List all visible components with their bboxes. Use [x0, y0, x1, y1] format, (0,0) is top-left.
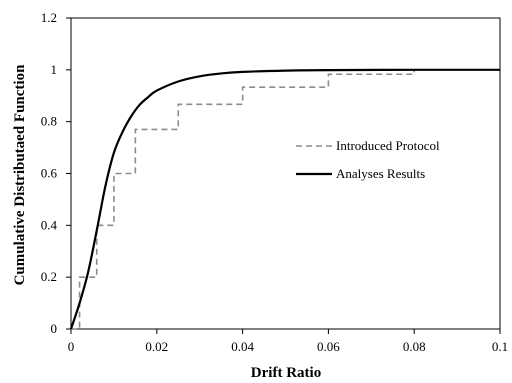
series-line-introduced-protocol — [71, 69, 415, 330]
legend: Introduced Protocol Analyses Results — [296, 138, 440, 181]
x-axis-title: Drift Ratio — [251, 365, 321, 381]
plot-area — [70, 17, 501, 330]
legend-label: Introduced Protocol — [336, 138, 440, 153]
y-axis-title: Cumulative Distributaed Function — [12, 64, 28, 286]
legend-label: Analyses Results — [336, 166, 425, 181]
y-tick-label: 1 — [51, 62, 58, 77]
y-tick-label: 0.4 — [41, 217, 58, 232]
x-tick-label: 0.1 — [492, 339, 508, 354]
x-tick-label: 0.08 — [403, 339, 426, 354]
series-line-analyses-results — [69, 68, 501, 330]
x-tick-label: 0.04 — [231, 339, 254, 354]
y-tick-label: 0.6 — [41, 166, 58, 181]
y-tick-label: 1.2 — [41, 10, 57, 25]
y-tick-label: 0.8 — [41, 114, 57, 129]
axis-ticks: 0 0.02 0.04 0.06 0.08 0.1 0 0.2 0.4 0.6 0.8 1 1.2 — [41, 10, 508, 354]
plot-border — [70, 17, 501, 330]
y-tick-label: 0.2 — [41, 269, 57, 284]
x-tick-label: 0.06 — [317, 339, 340, 354]
x-tick-label: 0.02 — [145, 339, 168, 354]
series-layer — [69, 68, 501, 330]
y-tick-label: 0 — [51, 321, 58, 336]
x-tick-label: 0 — [68, 339, 75, 354]
